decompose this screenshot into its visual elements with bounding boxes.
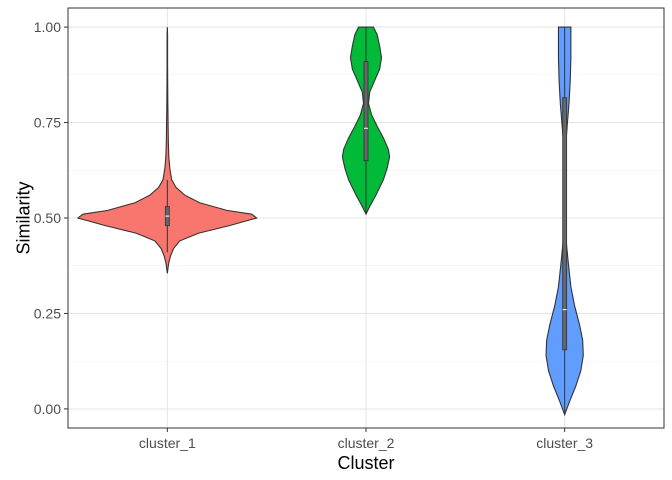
violin-cluster_3 bbox=[545, 26, 584, 417]
boxplot-box bbox=[363, 61, 369, 162]
x-tick-label: cluster_2 bbox=[338, 435, 395, 451]
y-tick-label: 0.00 bbox=[34, 401, 61, 417]
boxplot-box bbox=[562, 97, 568, 351]
violin-cluster_2 bbox=[341, 26, 391, 216]
y-tick-label: 0.75 bbox=[34, 115, 61, 131]
x-axis: cluster_1 cluster_2 cluster_3 bbox=[139, 428, 593, 451]
y-tick-label: 0.50 bbox=[34, 210, 61, 226]
y-axis: 0.00 0.25 0.50 0.75 1.00 bbox=[34, 19, 68, 417]
y-tick-label: 1.00 bbox=[34, 19, 61, 35]
violin-cluster_1 bbox=[76, 27, 258, 274]
violin-shape bbox=[76, 27, 258, 274]
y-axis-title: Similarity bbox=[13, 181, 33, 254]
x-tick-label: cluster_1 bbox=[139, 435, 196, 451]
y-tick-label: 0.25 bbox=[34, 305, 61, 321]
violins bbox=[76, 26, 584, 417]
x-axis-title: Cluster bbox=[337, 453, 394, 473]
x-tick-label: cluster_3 bbox=[536, 435, 593, 451]
